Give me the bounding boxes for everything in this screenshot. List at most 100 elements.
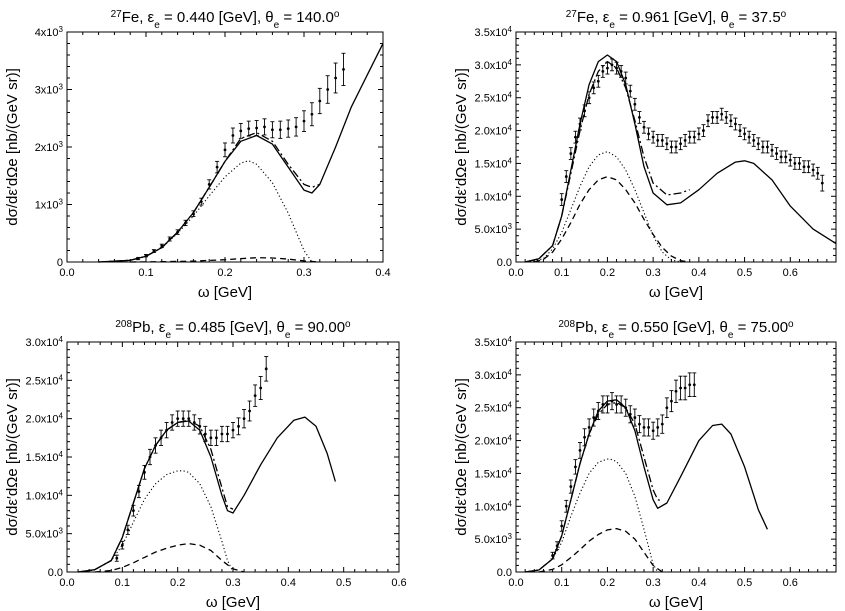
y-tick-label: 5.0x103 bbox=[26, 526, 64, 541]
y-tick-label: 2.5x104 bbox=[475, 400, 513, 415]
data-point bbox=[286, 119, 291, 138]
x-tick-label: 0.4 bbox=[281, 577, 296, 589]
data-point bbox=[238, 122, 243, 139]
x-tick-label: 0.4 bbox=[691, 577, 706, 589]
x-axis-label: ω [GeV] bbox=[198, 284, 252, 301]
y-axis-label: dσ/dε′dΩe [nb/(GeV sr)] bbox=[453, 378, 470, 536]
y-tick-label: 3.5x104 bbox=[475, 335, 513, 350]
series-line-dashed bbox=[534, 175, 690, 263]
y-tick-label: 1.0x104 bbox=[475, 189, 513, 204]
data-point bbox=[674, 140, 678, 154]
data-point bbox=[231, 422, 235, 439]
data-point bbox=[582, 104, 587, 118]
data-point bbox=[262, 118, 267, 136]
data-point bbox=[591, 408, 596, 427]
y-tick-label: 2.5x104 bbox=[475, 90, 513, 105]
series-line-dotted bbox=[529, 458, 659, 573]
data-point bbox=[619, 395, 624, 414]
y-tick-label: 1x103 bbox=[35, 197, 64, 212]
x-tick-label: 0.3 bbox=[645, 577, 660, 589]
x-axis-label: ω [GeV] bbox=[649, 594, 703, 611]
series-line-dashed bbox=[94, 542, 245, 573]
chart-panel-4: 0.0 0.1 0.2 0.3 0.4 0.5 0.6 0.0 5.0x103 1.0x104 1.… bbox=[453, 319, 837, 611]
y-tick-label: 3.5x104 bbox=[475, 25, 513, 40]
data-point bbox=[642, 418, 646, 437]
series-line-solid bbox=[98, 43, 384, 263]
data-point bbox=[664, 137, 669, 151]
x-tick-label: 0.1 bbox=[554, 267, 569, 279]
data-point bbox=[114, 554, 119, 562]
data-point bbox=[341, 52, 346, 86]
data-point bbox=[219, 425, 224, 443]
data-point bbox=[309, 102, 314, 127]
data-point bbox=[802, 160, 806, 174]
data-point bbox=[170, 414, 175, 431]
data-point bbox=[623, 71, 628, 85]
data-point bbox=[683, 375, 688, 401]
data-point bbox=[651, 130, 656, 144]
data-point bbox=[811, 163, 816, 177]
data-point bbox=[646, 418, 651, 437]
data-point bbox=[642, 120, 646, 134]
data-point bbox=[623, 398, 628, 417]
panel-title: 208Pb, εe = 0.485 [GeV], θe = 90.00o bbox=[115, 319, 351, 341]
data-point bbox=[760, 140, 765, 154]
data-point bbox=[317, 87, 322, 115]
data-point bbox=[646, 127, 651, 141]
data-point bbox=[125, 524, 130, 535]
data-point bbox=[632, 408, 637, 427]
data-point bbox=[669, 390, 674, 413]
data-point bbox=[614, 61, 619, 75]
data-point bbox=[153, 437, 158, 454]
data-point bbox=[678, 375, 683, 401]
plot-frame bbox=[515, 31, 837, 263]
y-tick-label: 5.0x103 bbox=[475, 222, 513, 237]
data-point bbox=[578, 117, 582, 131]
series-line-solid bbox=[525, 399, 768, 573]
data-point bbox=[208, 429, 213, 446]
data-point bbox=[610, 392, 614, 411]
data-point bbox=[587, 91, 592, 105]
y-tick-label: 2.5x104 bbox=[26, 373, 64, 388]
data-point bbox=[706, 114, 710, 128]
data-point bbox=[555, 541, 560, 551]
data-point bbox=[236, 417, 241, 436]
data-point bbox=[254, 120, 259, 136]
x-tick-label: 0.2 bbox=[600, 267, 615, 279]
panel-title: 27Fe, εe = 0.440 [GeV], θe = 140.0o bbox=[111, 9, 340, 31]
data-point bbox=[559, 520, 564, 532]
y-tick-label: 2.0x104 bbox=[26, 411, 64, 426]
data-point bbox=[742, 127, 747, 141]
y-tick-label: 3.0x104 bbox=[26, 335, 64, 350]
x-tick-label: 0.0 bbox=[508, 577, 523, 589]
data-point bbox=[701, 124, 706, 137]
y-tick-label: 5.0x103 bbox=[475, 532, 513, 547]
data-point bbox=[242, 409, 247, 429]
data-point bbox=[258, 376, 263, 400]
series-line-dotted bbox=[83, 470, 234, 573]
series-line-solid bbox=[524, 54, 837, 263]
data-point bbox=[747, 130, 752, 144]
y-tick-label: 1.5x104 bbox=[475, 156, 513, 171]
chart-panel-2: 0.0 0.1 0.2 0.3 0.4 0.5 0.6 0.0 5.0x103 1.0x104 1.… bbox=[453, 9, 837, 301]
data-point bbox=[230, 127, 235, 144]
data-point bbox=[573, 130, 578, 144]
data-point bbox=[678, 137, 683, 151]
x-tick-label: 0.5 bbox=[737, 577, 752, 589]
series-line-dashdot bbox=[525, 401, 663, 573]
data-point bbox=[669, 140, 674, 154]
x-tick-label: 0.5 bbox=[336, 577, 351, 589]
x-tick-label: 0.0 bbox=[508, 267, 523, 279]
series-line-dotted bbox=[98, 160, 313, 263]
data-point bbox=[774, 147, 779, 160]
data-point bbox=[788, 153, 793, 167]
series-line-dotted bbox=[529, 151, 681, 263]
data-point bbox=[223, 142, 227, 158]
x-tick-label: 0.1 bbox=[115, 577, 130, 589]
data-point bbox=[733, 117, 738, 131]
data-point bbox=[203, 425, 208, 443]
data-point bbox=[167, 236, 172, 242]
data-point bbox=[660, 134, 665, 147]
y-tick-label: 1.5x104 bbox=[475, 466, 513, 481]
data-point bbox=[806, 160, 811, 174]
